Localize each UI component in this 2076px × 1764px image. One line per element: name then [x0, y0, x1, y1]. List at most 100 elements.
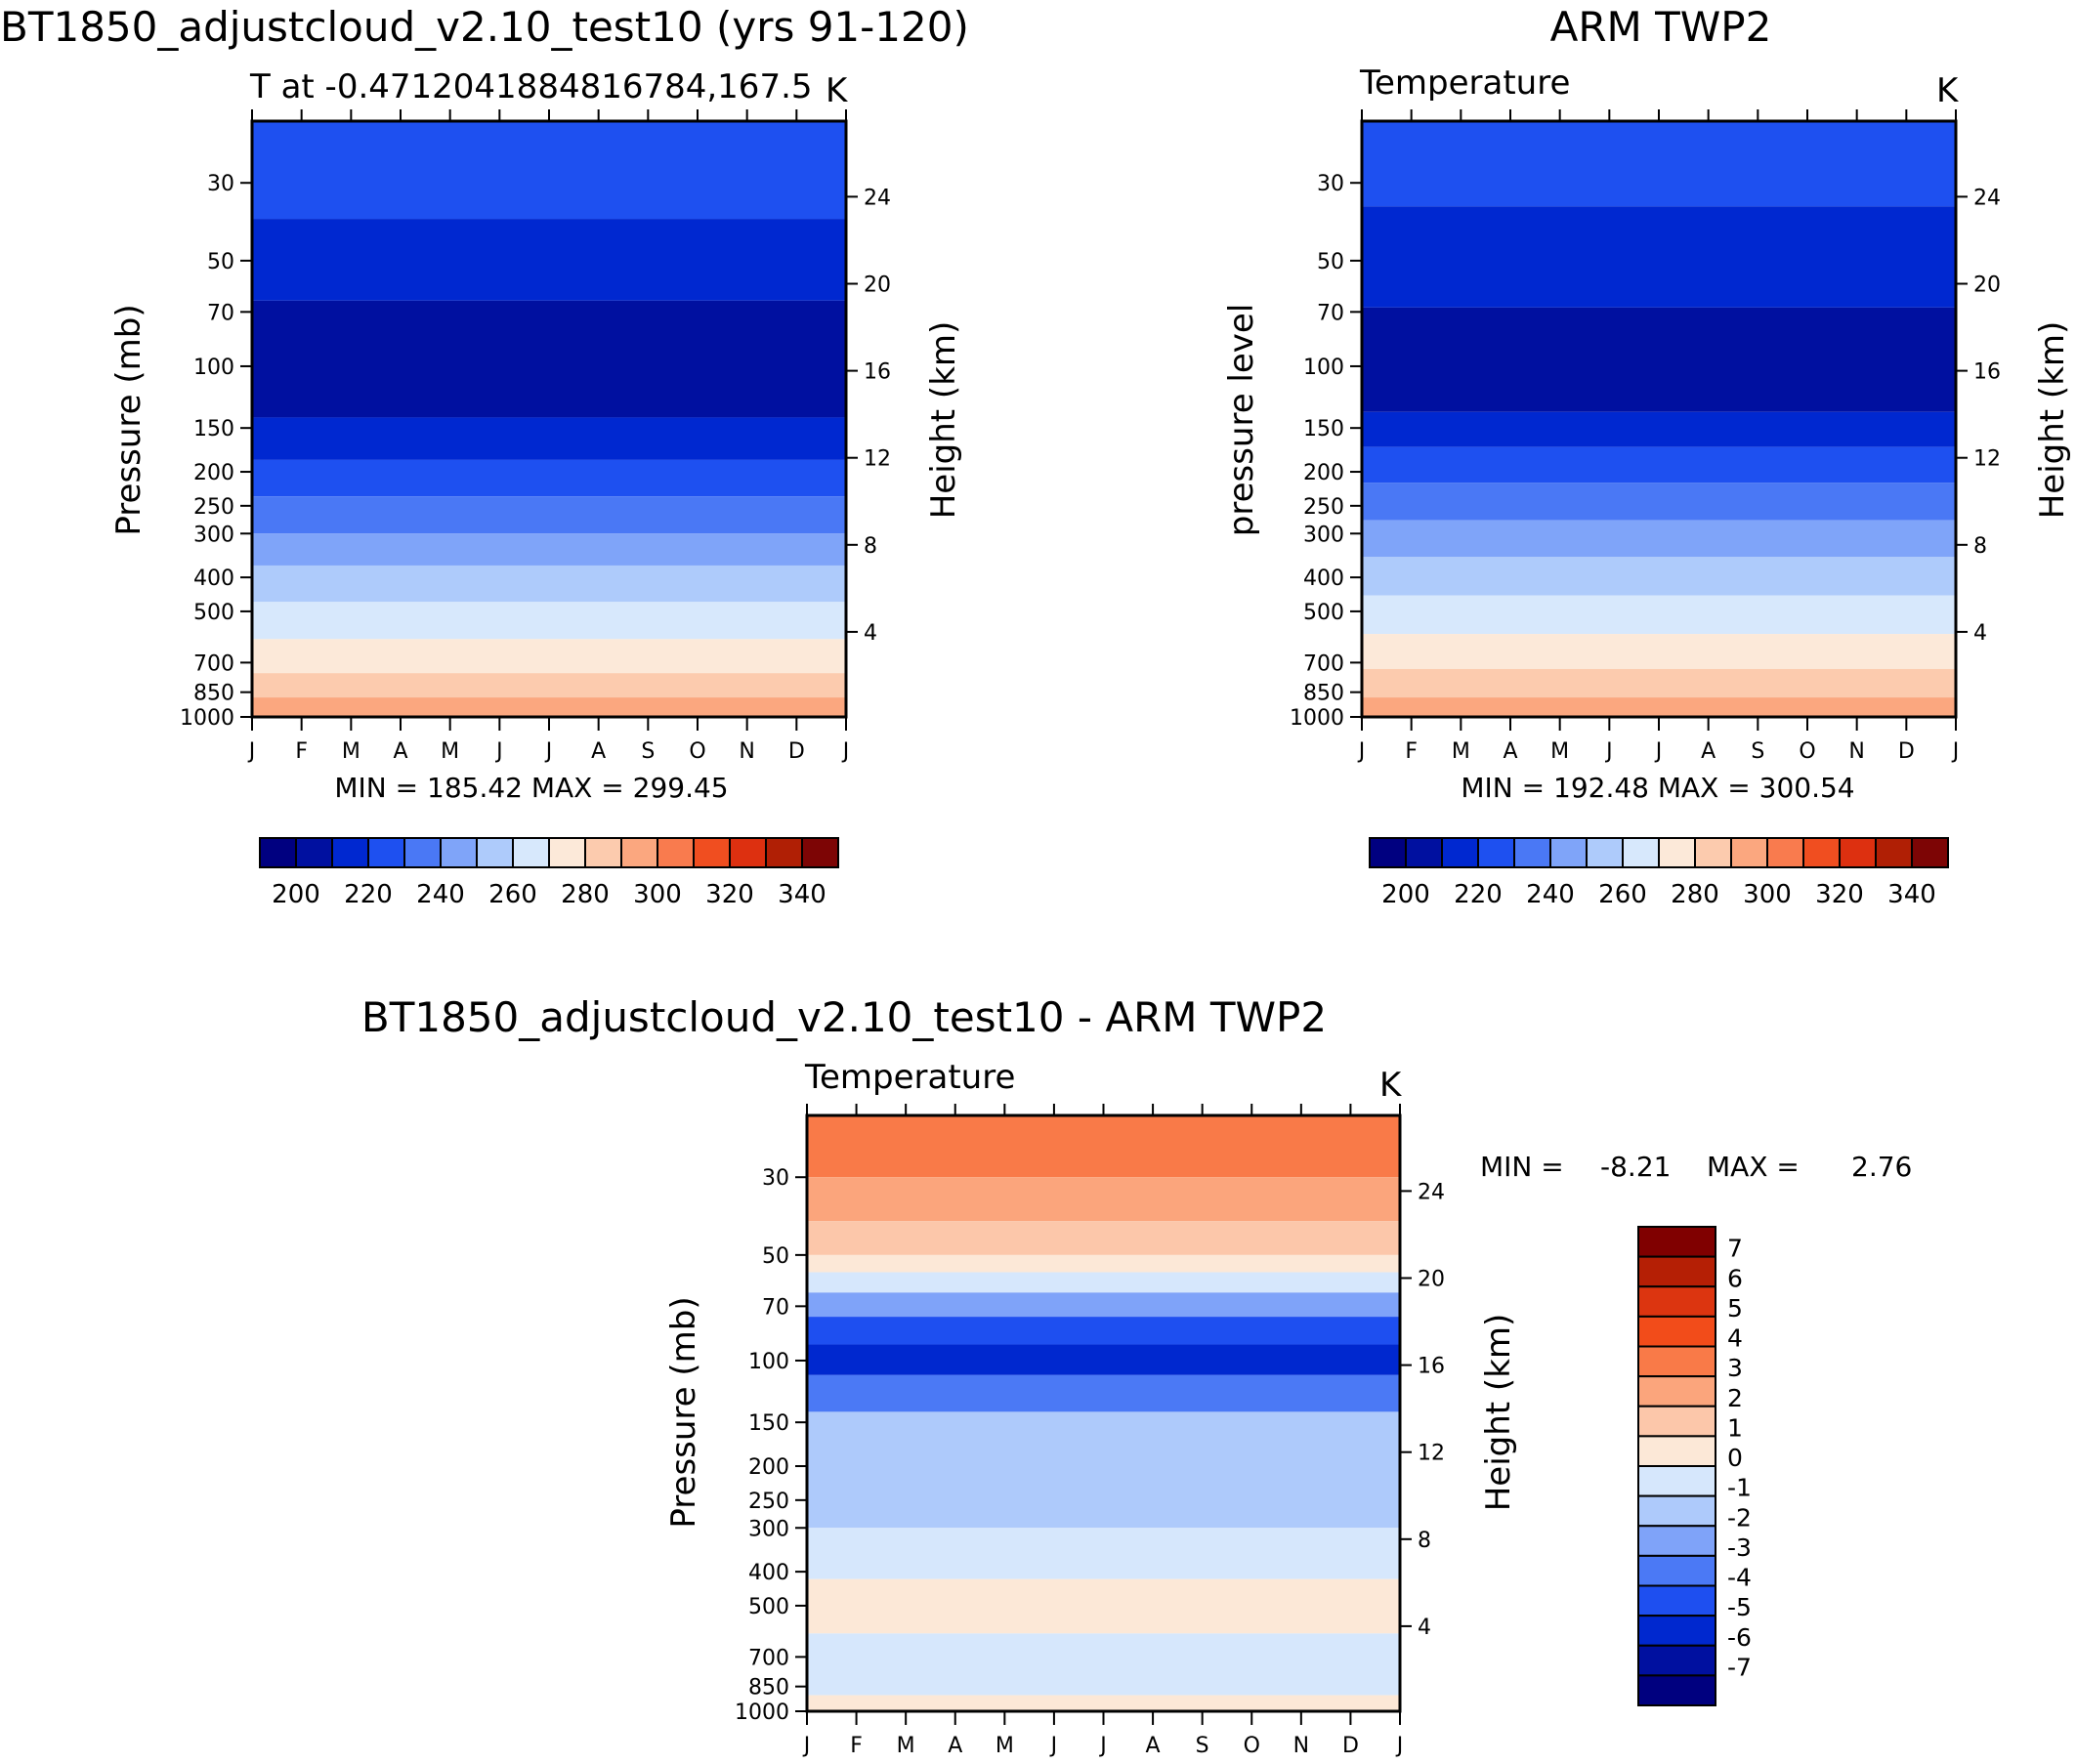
height-tick-label: 16 [864, 360, 891, 385]
colorbar-box [1875, 837, 1913, 868]
panel-3-bands [807, 1115, 1400, 1711]
contour-band-10 [252, 673, 846, 698]
panel-2-title: ARM TWP2 [1550, 3, 1772, 51]
month-tick-label: O [689, 739, 705, 764]
pressure-tick-label: 50 [762, 1244, 789, 1269]
colorbar-box [1694, 837, 1732, 868]
colorbar-box [1658, 837, 1696, 868]
month-tick-label: N [1293, 1734, 1309, 1758]
colorbar-box [1839, 837, 1877, 868]
panel-3-max-label: MAX = [1707, 1151, 1800, 1183]
colorbar-box [1730, 837, 1768, 868]
panel-1-colorbar: 200 220 240 260 280 300 320 340 [259, 837, 839, 909]
panel-1-title: BT1850_adjustcloud_v2.10_test10 (yrs 91-… [0, 3, 969, 51]
month-tick-label: M [441, 739, 459, 764]
colorbar-box [1637, 1285, 1716, 1318]
pressure-tick-label: 200 [193, 461, 234, 485]
colorbar-box [1637, 1375, 1716, 1407]
colorbar-label: -6 [1727, 1623, 1752, 1652]
colorbar-box [1637, 1435, 1716, 1467]
panel-3-title: BT1850_adjustcloud_v2.10_test10 - ARM TW… [361, 993, 1327, 1041]
colorbar-box [1369, 837, 1407, 868]
panel-obs: ARM TWP2 Temperature K 30 50 70 100 150 200 25… [1222, 3, 2072, 909]
colorbar-label: 340 [778, 880, 826, 909]
colorbar-label: 220 [1454, 880, 1503, 909]
month-tick-label: N [739, 739, 754, 764]
colorbar-label: 240 [1526, 880, 1575, 909]
pressure-tick-label: 70 [1317, 301, 1344, 325]
pressure-tick-label: 100 [193, 356, 234, 380]
month-tick-label: J [1098, 1734, 1107, 1758]
pressure-tick-label: 30 [1317, 172, 1344, 196]
panel-2-units: K [1936, 71, 1960, 110]
colorbar-label: 1 [1727, 1413, 1743, 1442]
colorbar-label: 260 [488, 880, 537, 909]
panel-1-units: K [826, 71, 849, 110]
colorbar-box [1637, 1644, 1716, 1677]
colorbar-label: 240 [416, 880, 465, 909]
month-tick-label: M [996, 1734, 1014, 1758]
panel-2-stats: MIN = 192.48 MAX = 300.54 [1461, 772, 1854, 804]
month-tick-label: M [342, 739, 360, 764]
pressure-tick-label: 700 [1303, 651, 1344, 676]
colorbar-box [1477, 837, 1515, 868]
contour-band-4 [807, 1272, 1400, 1293]
height-tick-label: 4 [1973, 621, 1987, 646]
pressure-tick-label: 500 [748, 1595, 789, 1619]
colorbar-label: 4 [1727, 1324, 1743, 1353]
month-tick-label: J [1951, 739, 1960, 764]
height-tick-label: 20 [1973, 273, 2001, 298]
month-tick-label: A [948, 1734, 962, 1758]
panel-2-ylabel-right: Height (km) [2033, 321, 2072, 520]
height-tick-label: 20 [1418, 1268, 1445, 1292]
month-tick-label: A [591, 739, 606, 764]
pressure-tick-label: 200 [1303, 461, 1344, 485]
colorbar-label: 320 [1815, 880, 1864, 909]
pressure-tick-label: 150 [748, 1411, 789, 1436]
contour-band-2 [807, 1221, 1400, 1255]
colorbar-box [1441, 837, 1479, 868]
colorbar-box [1637, 1465, 1716, 1497]
colorbar-box [657, 837, 695, 868]
panel-3-min-label: MIN = [1480, 1151, 1564, 1183]
height-tick-label: 12 [1418, 1442, 1445, 1466]
colorbar-box [1637, 1525, 1716, 1557]
colorbar-label: 200 [1381, 880, 1430, 909]
pressure-tick-label: 300 [748, 1517, 789, 1541]
colorbar-label: -5 [1727, 1593, 1752, 1621]
contour-band-5 [807, 1292, 1400, 1318]
panel-3-units: K [1379, 1066, 1403, 1105]
colorbar-box [1637, 1405, 1716, 1438]
panel-model: BT1850_adjustcloud_v2.10_test10 (yrs 91-… [0, 3, 969, 909]
pressure-tick-label: 400 [193, 567, 234, 591]
contour-band-8 [807, 1374, 1400, 1412]
contour-band-8 [252, 602, 846, 640]
month-tick-label: D [1898, 739, 1915, 764]
contour-band-6 [1362, 520, 1956, 558]
panel-3-max-value: 2.76 [1851, 1151, 1912, 1183]
colorbar-box [1637, 1674, 1716, 1706]
pressure-tick-label: 500 [1303, 601, 1344, 625]
panel-3-min-value: -8.21 [1600, 1151, 1671, 1183]
colorbar-label: 280 [561, 880, 610, 909]
contour-band-6 [807, 1317, 1400, 1345]
height-tick-label: 8 [864, 534, 877, 559]
colorbar-box [295, 837, 333, 868]
height-tick-label: 4 [864, 621, 877, 646]
colorbar-box [440, 837, 478, 868]
colorbar-box [1549, 837, 1588, 868]
pressure-tick-label: 300 [193, 523, 234, 547]
contour-band-13 [807, 1695, 1400, 1711]
contour-band-10 [807, 1528, 1400, 1579]
height-tick-label: 24 [1973, 186, 2001, 210]
panel-3-subtitle: Temperature [804, 1058, 1015, 1097]
pressure-tick-label: 30 [207, 172, 234, 196]
colorbar-box [331, 837, 369, 868]
panel-2-colorbar: 200 220 240 260 280 300 320 340 [1369, 837, 1949, 909]
contour-band-0 [252, 121, 846, 220]
colorbar-label: 5 [1727, 1294, 1743, 1323]
contour-band-0 [807, 1115, 1400, 1178]
month-tick-label: M [1550, 739, 1569, 764]
panel-1-subtitle: T at -0.4712041884816784,167.5 [249, 67, 813, 106]
